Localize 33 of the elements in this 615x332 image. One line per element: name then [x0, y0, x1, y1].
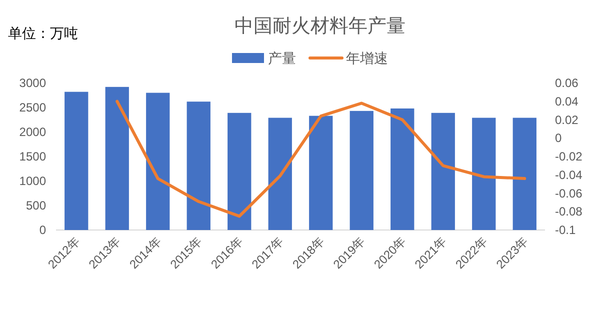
y-tick-label: 2000 [19, 125, 46, 139]
bar [64, 92, 88, 230]
y2-tick-label: 0.04 [555, 94, 579, 108]
y2-tick-label: 0.02 [555, 112, 579, 127]
bar [268, 118, 292, 230]
legend-label: 产量 [268, 50, 296, 66]
y-tick-label: 3000 [19, 76, 46, 90]
bar [228, 112, 252, 230]
y-tick-label: 0 [39, 223, 46, 237]
y-tick-label: 1500 [19, 150, 46, 164]
y-tick-label: 2500 [19, 100, 46, 114]
bar [431, 112, 455, 230]
text: 单位：万吨 [8, 25, 78, 41]
legend-label: 年增速 [346, 50, 388, 66]
bar [512, 118, 536, 230]
bar [472, 118, 496, 230]
bar [309, 116, 333, 230]
y2-tick-label: -0.02 [555, 150, 583, 164]
y2-tick-label: -0.08 [555, 204, 583, 219]
y2-tick-label: 0 [555, 131, 562, 146]
y-tick-label: 1000 [19, 174, 46, 188]
bar [146, 92, 170, 230]
y2-tick-label: -0.04 [555, 168, 583, 182]
bar [105, 86, 129, 230]
y2-tick-label: -0.1 [555, 223, 576, 237]
y-tick-label: 500 [26, 198, 46, 212]
bar [350, 110, 374, 230]
line-series [116, 100, 526, 218]
y2-tick-label: -0.06 [555, 186, 583, 200]
y2-tick-label: 0.06 [555, 76, 579, 90]
bar [390, 108, 414, 230]
chart-title: 中国耐火材料年产量 [234, 16, 406, 37]
bar [186, 102, 210, 230]
